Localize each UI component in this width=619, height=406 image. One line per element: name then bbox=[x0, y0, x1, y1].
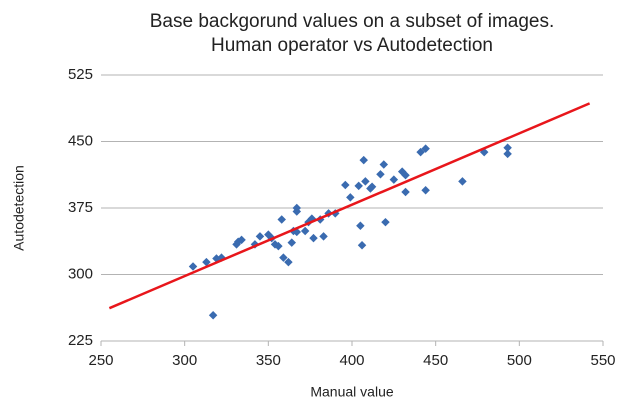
point bbox=[300, 226, 310, 236]
y-tick-label: 375 bbox=[68, 199, 93, 216]
point bbox=[202, 257, 211, 267]
point bbox=[284, 257, 293, 267]
trend-line bbox=[108, 102, 591, 310]
point bbox=[356, 221, 365, 230]
point bbox=[274, 241, 283, 251]
x-tick-label: 250 bbox=[88, 352, 113, 369]
point bbox=[292, 203, 302, 213]
point bbox=[401, 170, 410, 180]
point bbox=[208, 311, 218, 320]
point bbox=[255, 232, 265, 241]
point bbox=[401, 187, 410, 197]
point bbox=[354, 181, 363, 191]
point bbox=[381, 217, 390, 227]
point bbox=[458, 177, 467, 186]
x-tick-label: 450 bbox=[423, 352, 448, 369]
point bbox=[188, 262, 198, 271]
point bbox=[341, 180, 350, 190]
x-tick-label: 400 bbox=[339, 352, 364, 369]
point bbox=[367, 182, 377, 191]
point bbox=[309, 233, 318, 243]
point bbox=[359, 155, 368, 165]
point bbox=[237, 235, 246, 245]
point bbox=[503, 149, 512, 159]
point bbox=[361, 177, 370, 186]
y-tick-label: 450 bbox=[68, 132, 93, 149]
point bbox=[287, 238, 297, 247]
point bbox=[379, 160, 389, 169]
point bbox=[346, 193, 355, 202]
y-tick-label: 525 bbox=[68, 66, 93, 83]
x-tick-label: 550 bbox=[590, 352, 615, 369]
x-tick-label: 500 bbox=[507, 352, 532, 369]
point bbox=[376, 170, 385, 179]
y-axis-label: Autodetection bbox=[11, 165, 27, 251]
y-tick-label: 225 bbox=[68, 332, 93, 349]
chart-title: Human operator vs Autodetection bbox=[211, 35, 493, 56]
point bbox=[421, 186, 430, 195]
point bbox=[389, 175, 399, 184]
x-axis-label: Manual value bbox=[310, 384, 393, 400]
x-tick-label: 300 bbox=[172, 352, 197, 369]
y-tick-label: 300 bbox=[68, 265, 93, 282]
point bbox=[319, 232, 328, 241]
point bbox=[421, 144, 430, 153]
point bbox=[277, 215, 286, 224]
point bbox=[503, 143, 512, 152]
chart-title: Base backgorund values on a subset of im… bbox=[150, 11, 555, 32]
x-tick-label: 350 bbox=[256, 352, 281, 369]
point bbox=[416, 147, 425, 157]
point bbox=[357, 240, 367, 250]
